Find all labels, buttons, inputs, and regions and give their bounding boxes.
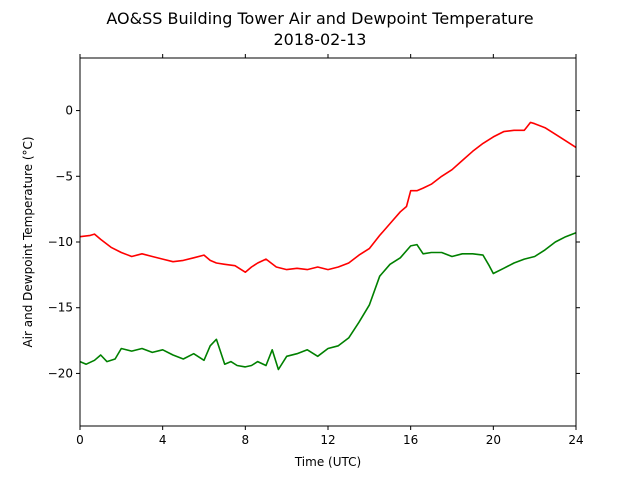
x-tick-label: 20 bbox=[486, 433, 501, 447]
y-tick-label: −15 bbox=[48, 301, 73, 315]
y-tick-label: 0 bbox=[65, 104, 73, 118]
chart-title: AO&SS Building Tower Air and Dewpoint Te… bbox=[106, 9, 533, 28]
ticks-layer: 0 4 8 12 16 20 24 −20 −15 −10 −5 0 bbox=[48, 54, 584, 447]
x-tick-label: 8 bbox=[242, 433, 250, 447]
y-tick-label: −20 bbox=[48, 366, 73, 380]
y-axis-label: Air and Dewpoint Temperature (°C) bbox=[21, 136, 35, 347]
plot-frame bbox=[79, 57, 577, 427]
x-tick-label: 24 bbox=[568, 433, 583, 447]
x-tick-label: 12 bbox=[320, 433, 335, 447]
y-tick-label: −5 bbox=[55, 169, 73, 183]
x-tick-label: 16 bbox=[403, 433, 418, 447]
series-line-0 bbox=[79, 121, 577, 274]
x-axis-label: Time (UTC) bbox=[294, 455, 361, 469]
x-tick-label: 4 bbox=[159, 433, 167, 447]
x-tick-label: 0 bbox=[76, 433, 84, 447]
chart-subtitle: 2018-02-13 bbox=[274, 30, 367, 49]
y-tick-label: −10 bbox=[48, 235, 73, 249]
series-layer bbox=[79, 121, 577, 371]
series-line-1 bbox=[79, 232, 577, 371]
